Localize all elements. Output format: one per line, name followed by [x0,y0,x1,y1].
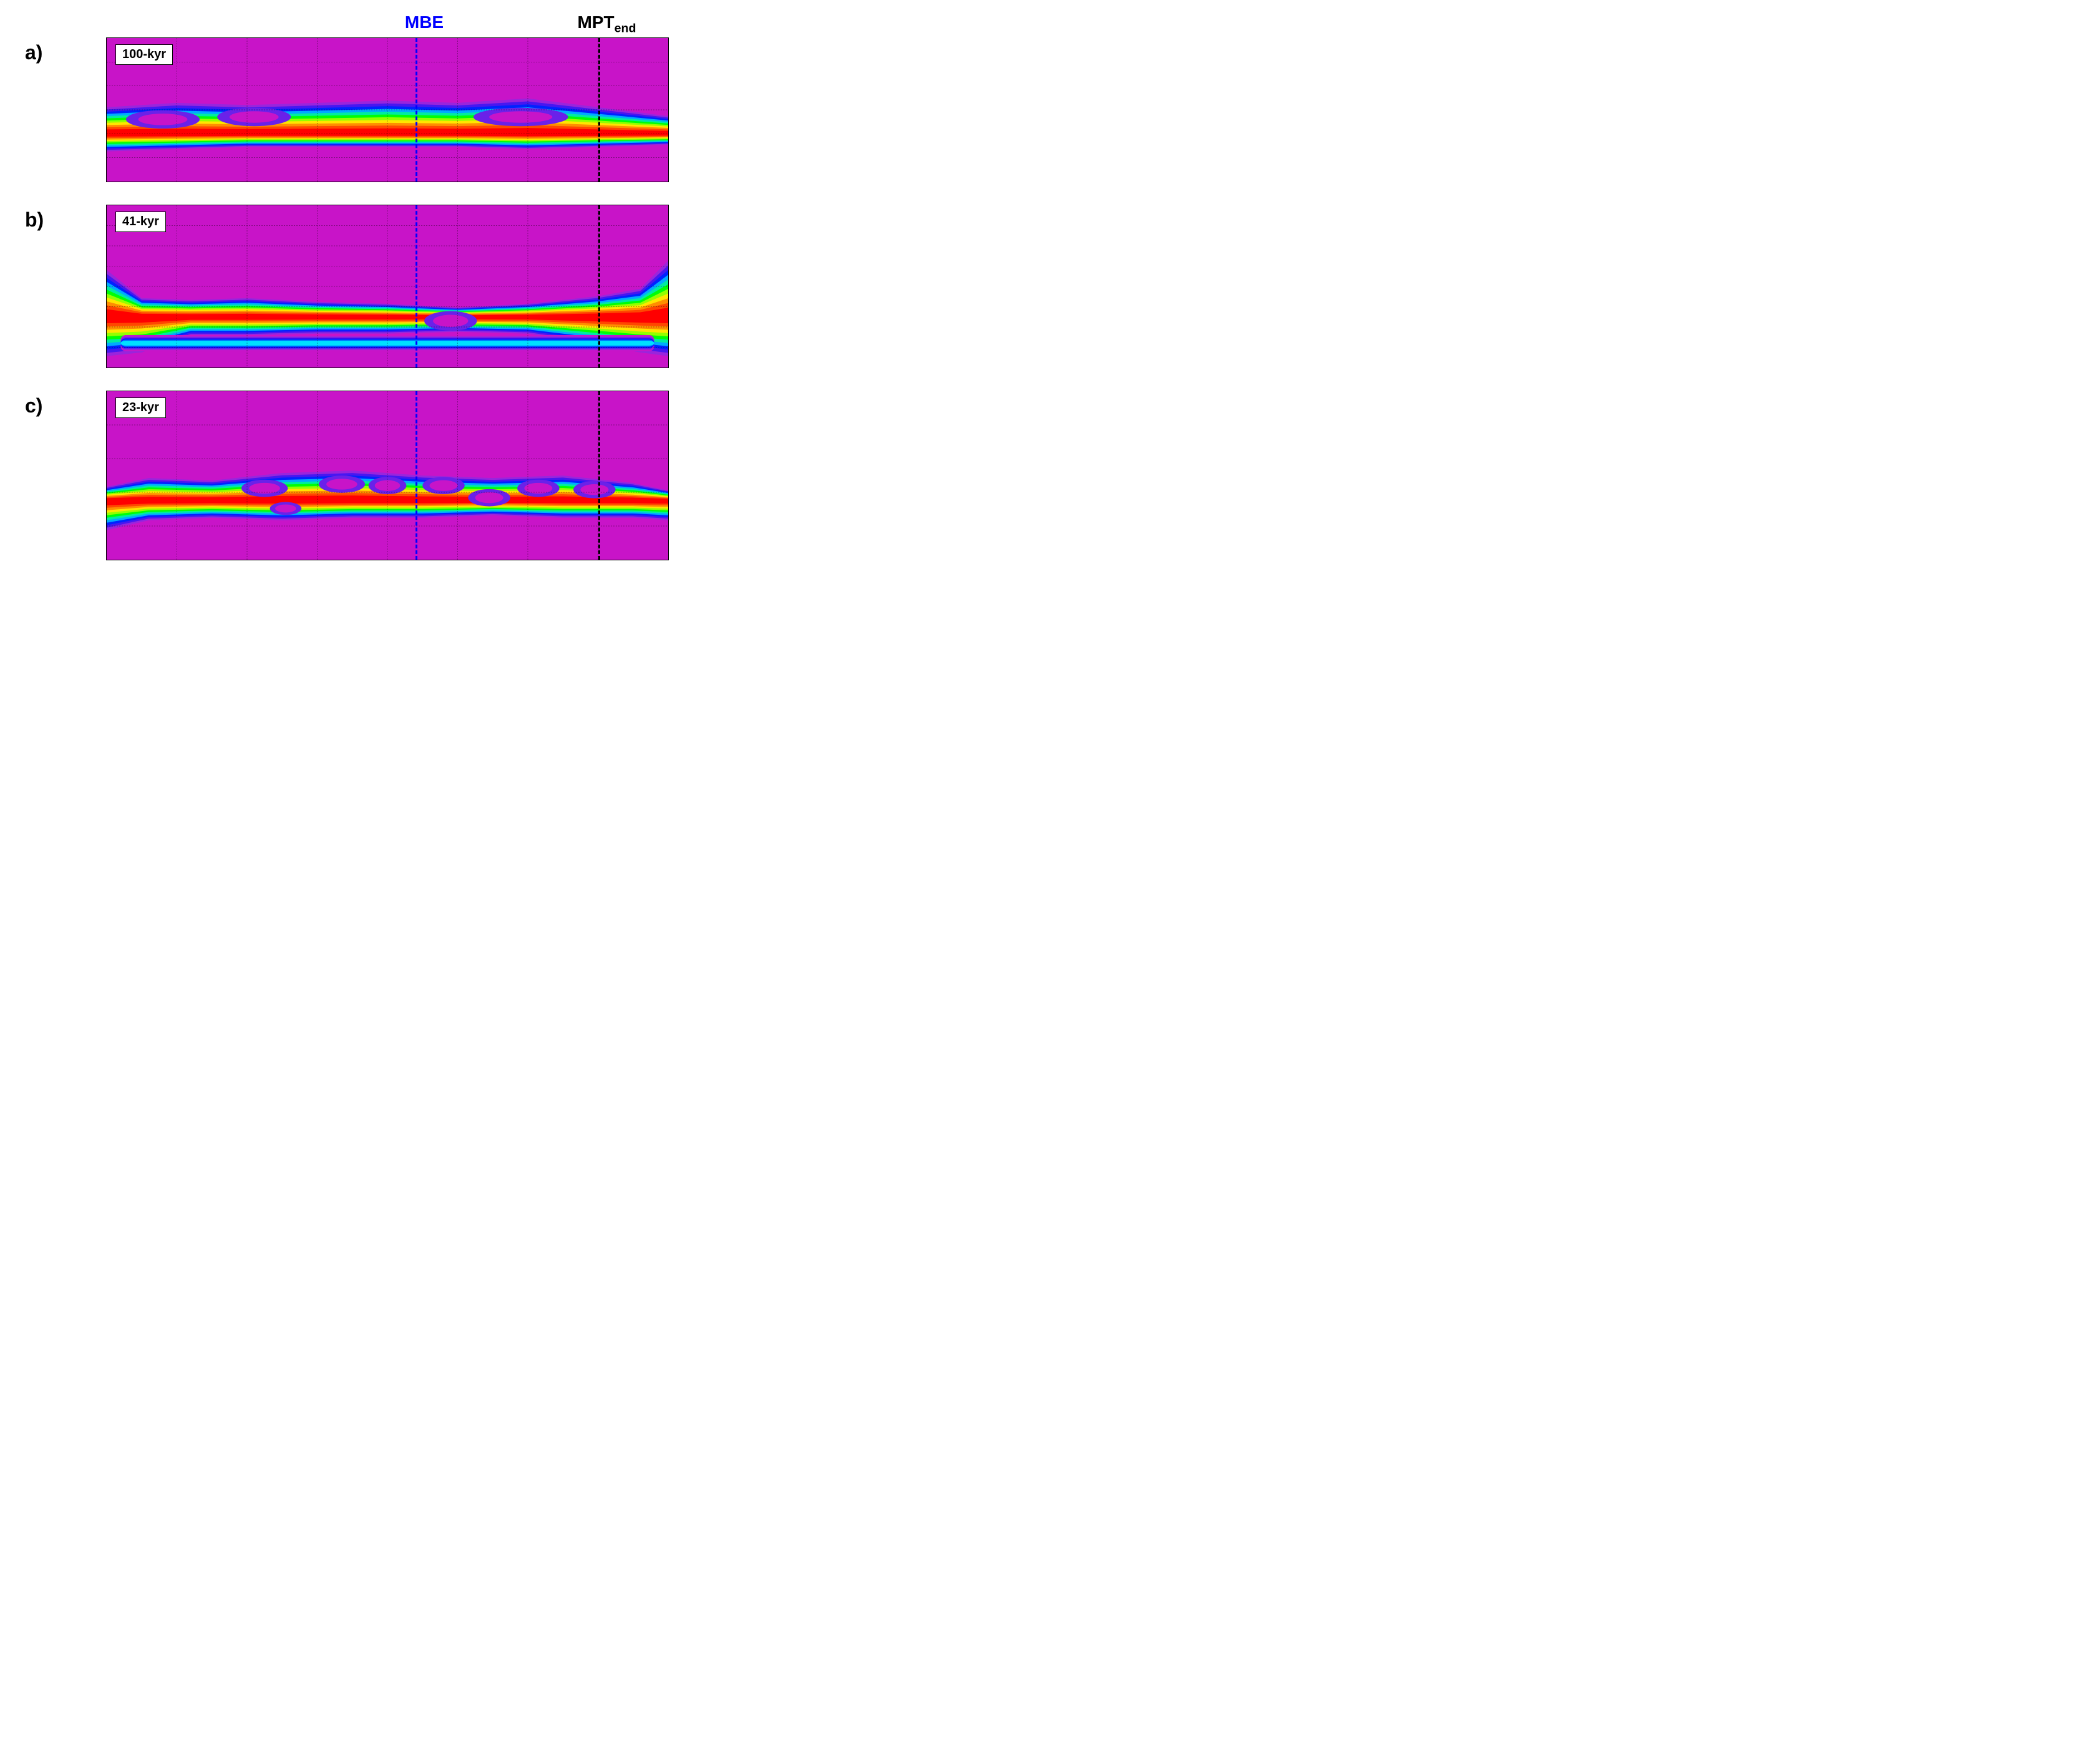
panel-letter: b) [25,205,62,231]
panel-badge: 23-kyr [115,397,166,418]
panel-badge: 41-kyr [115,212,166,232]
panel-letter: a) [25,37,62,64]
event-marker-label: MBE [405,12,444,32]
event-marker-labels-row: MBE MPTend [115,12,677,37]
plot-area: 100-kyr00.0050.010.0150.020.0250.0302001… [106,37,669,182]
panel-a: a) 100-kyr00.0050.010.0150.020.0250.03020… [25,37,724,201]
panel-badge: 100-kyr [115,44,173,65]
panel-c: c) 23-kyr00.0250.050.0750.10.1250402013.3… [25,391,724,604]
panel-letter: c) [25,391,62,417]
event-marker-label: MPTend [578,12,636,36]
panel-b: b) 41-kyr00.010.020.030.040.050.060.070.0… [25,205,724,387]
panels-container: a) 100-kyr00.0050.010.0150.020.0250.03020… [25,37,724,604]
spectrogram-figure: MBE MPTend a) 100-kyr00.0050.010.0150.020.… [0,0,749,633]
plot-area: 23-kyr00.0250.050.0750.10.1250402013.333… [106,391,669,560]
plot-area: 41-kyr00.010.020.030.040.050.060.070.080… [106,205,669,368]
